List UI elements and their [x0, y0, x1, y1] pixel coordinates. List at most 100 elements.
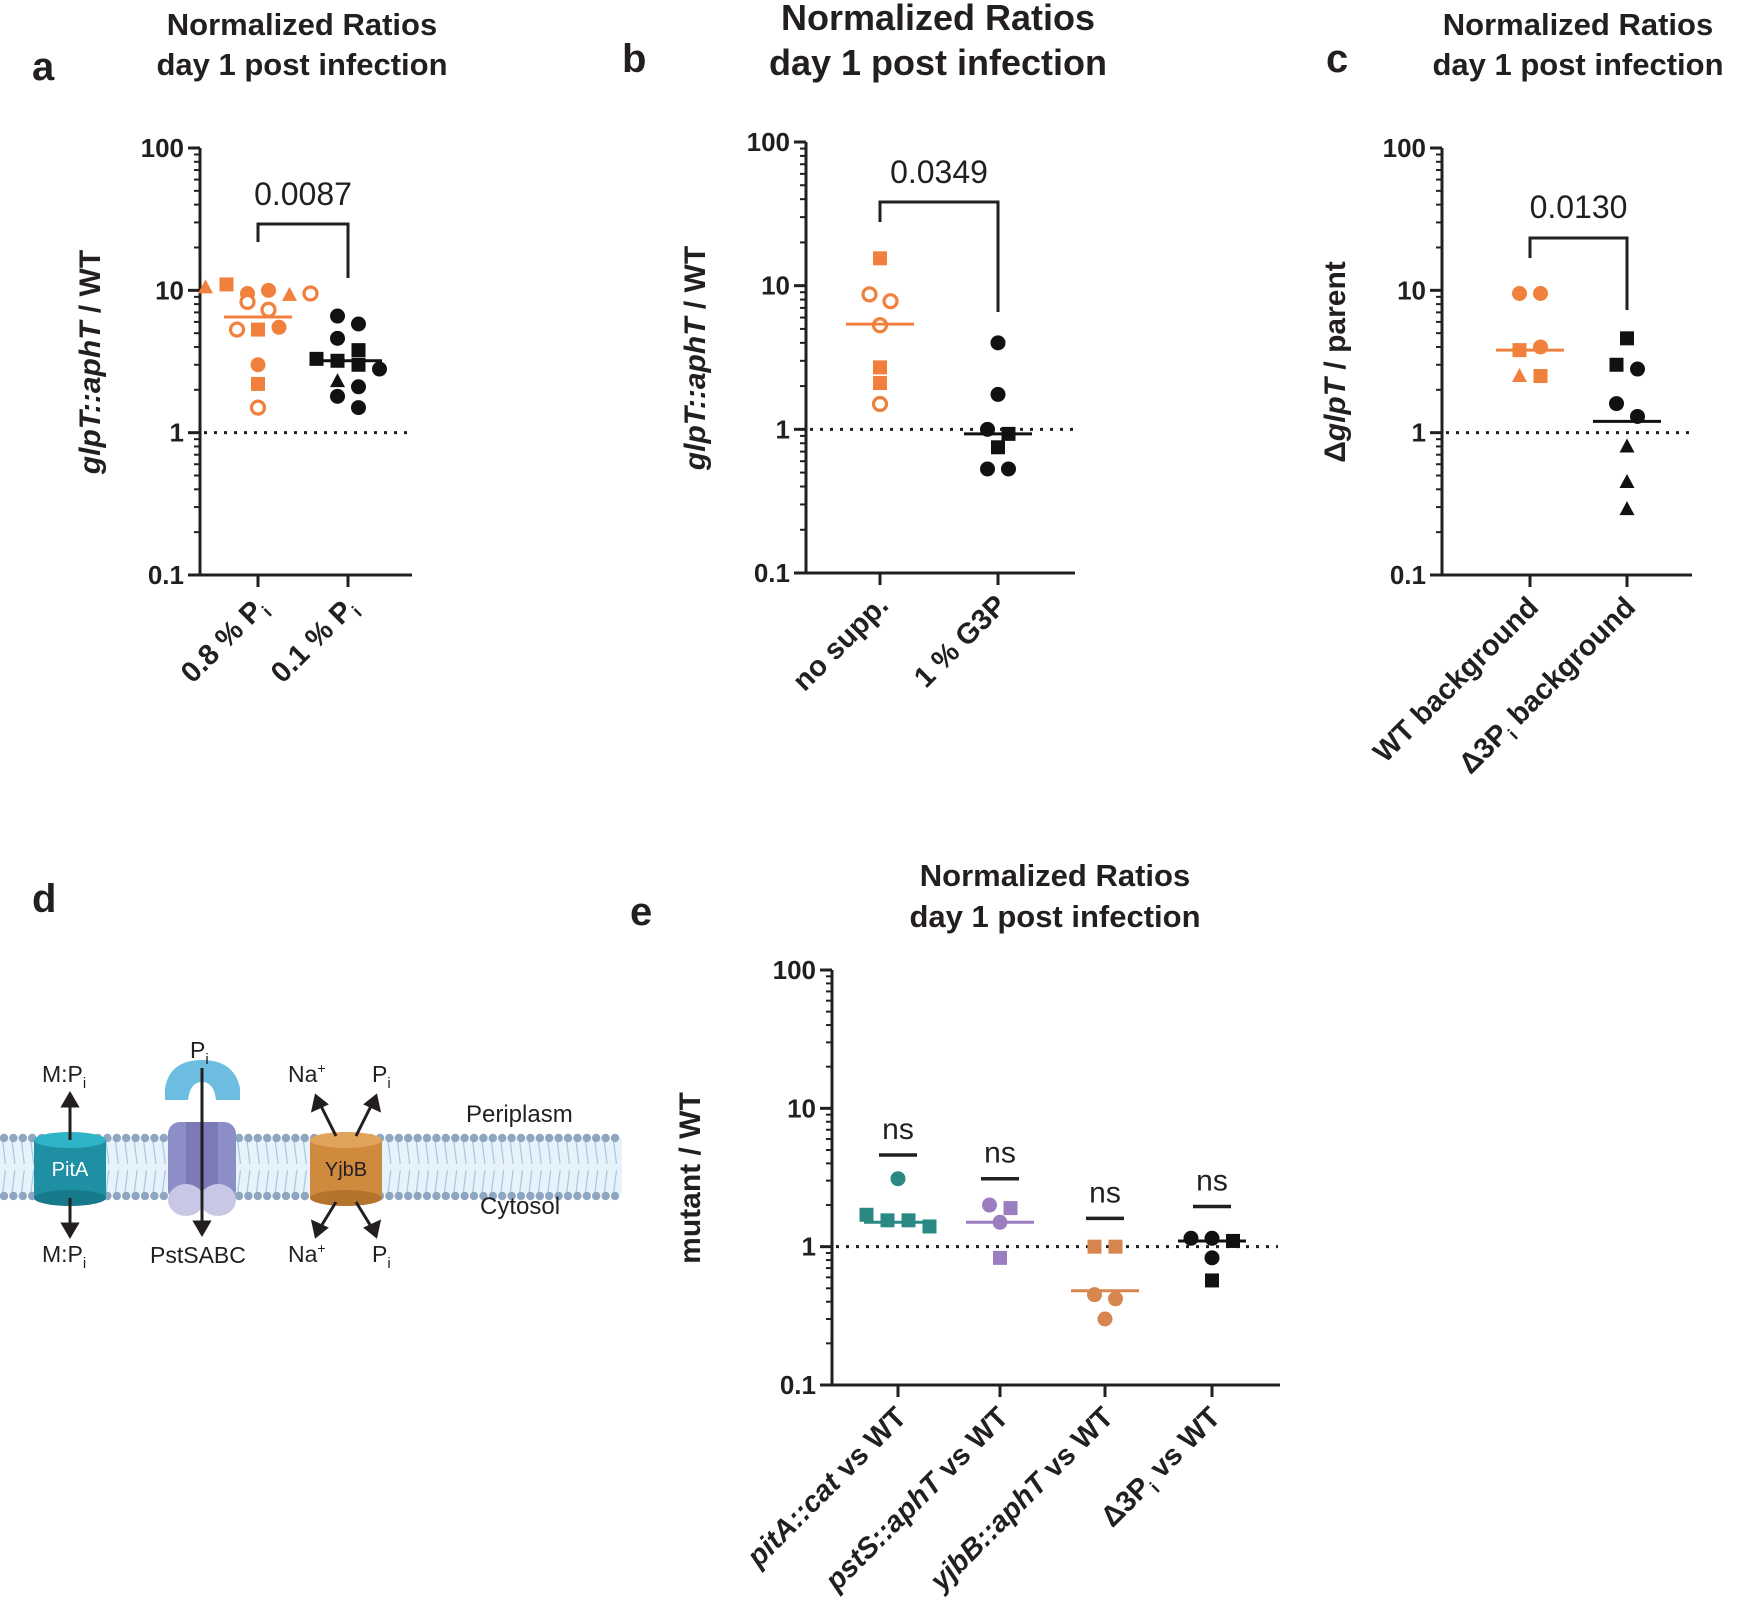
- lipid-tail: [443, 1169, 448, 1195]
- lipid-tail: [509, 1169, 514, 1195]
- lipid-tail: [453, 1169, 458, 1195]
- lipid-tail: [528, 1139, 533, 1165]
- lipid-head: [451, 1191, 460, 1201]
- lipid-tail: [133, 1169, 138, 1195]
- lipid-tail: [490, 1169, 495, 1195]
- lipid-tail: [161, 1169, 166, 1195]
- lipid-head: [140, 1191, 150, 1201]
- lipid-tail: [481, 1139, 486, 1165]
- lipid-tail: [274, 1169, 279, 1195]
- lipid-head: [291, 1133, 300, 1143]
- lipid-head: [263, 1191, 272, 1201]
- chart-e-point: [982, 1197, 997, 1213]
- lipid-tail: [471, 1169, 477, 1195]
- lipid-head: [526, 1191, 535, 1201]
- lipid-head: [150, 1133, 159, 1143]
- lipid-head: [122, 1191, 131, 1201]
- lipid-head: [563, 1133, 573, 1143]
- chart-c-y-tick-label: 1: [1412, 418, 1426, 448]
- chart-a-point: [251, 376, 265, 391]
- chart-a-point: [198, 279, 213, 294]
- lipid-tail: [575, 1169, 580, 1195]
- chart-a-point: [249, 399, 267, 416]
- lipid-tail: [30, 1169, 35, 1195]
- lipid-head: [469, 1191, 479, 1201]
- chart-c-point: [1533, 369, 1548, 384]
- lipid-tail: [161, 1139, 166, 1165]
- chart-b-y-axis-label: glpT::aphT / WT: [679, 246, 712, 471]
- chart-a-title-line: day 1 post infection: [156, 47, 447, 82]
- chart-a-point: [351, 400, 366, 416]
- chart-a-point: [302, 285, 319, 302]
- lipid-head: [18, 1133, 27, 1143]
- lipid-head: [432, 1133, 441, 1143]
- chart-e-title-line: Normalized Ratios: [920, 858, 1190, 893]
- lipid-tail: [1, 1169, 7, 1195]
- chart-a-y-tick-label: 10: [155, 275, 184, 305]
- lipid-tail: [133, 1139, 138, 1165]
- chart-a-y-axis-label: glpT::aphT / WT: [74, 250, 107, 475]
- lipid-tail: [434, 1139, 439, 1165]
- yjbb-pi-top: Pi: [372, 1061, 391, 1092]
- lipid-head: [610, 1133, 620, 1143]
- yjbb-transporter: YjbB: [310, 1132, 382, 1206]
- lipid-tail: [434, 1169, 439, 1195]
- chart-b-y-tick-label: 1: [776, 414, 790, 444]
- lipid-head: [9, 1133, 18, 1143]
- chart-a-significance-bracket: [256, 222, 350, 278]
- lipid-head: [272, 1133, 281, 1143]
- lipid-tail: [236, 1139, 242, 1165]
- chart-b: Normalized Ratios day 1 post infection 0.1…: [679, 0, 1107, 697]
- lipid-tail: [406, 1139, 411, 1165]
- lipid-tail: [30, 1139, 35, 1165]
- lipid-head: [535, 1133, 544, 1143]
- lipid-head: [526, 1133, 535, 1143]
- pita-bottom-label: M:Pi: [42, 1241, 86, 1272]
- lipid-tail: [396, 1139, 401, 1165]
- lipid-tail: [20, 1139, 25, 1165]
- lipid-head: [535, 1191, 544, 1201]
- lipid-head: [545, 1191, 554, 1201]
- lipid-head: [159, 1191, 168, 1201]
- lipid-head: [234, 1133, 244, 1143]
- pita-arrows: [60, 1091, 80, 1239]
- pstsabc-arrow: [192, 1068, 212, 1237]
- lipid-head: [488, 1191, 497, 1201]
- chart-c-title-line: Normalized Ratios: [1443, 7, 1713, 42]
- lipid-head: [234, 1191, 244, 1201]
- lipid-head: [422, 1133, 432, 1143]
- lipid-head: [140, 1133, 150, 1143]
- yjbb-na-top: Na+: [288, 1060, 326, 1087]
- lipid-tail: [387, 1169, 392, 1195]
- lipid-head: [563, 1191, 573, 1201]
- lipid-tail: [152, 1169, 157, 1195]
- lipid-head: [394, 1133, 403, 1143]
- chart-a-point: [219, 277, 234, 292]
- lipid-head: [404, 1191, 413, 1201]
- chart-a-y-tick-label: 0.1: [148, 560, 184, 590]
- lipid-head: [488, 1133, 497, 1143]
- lipid-head: [432, 1191, 441, 1201]
- lipid-tail: [236, 1169, 242, 1195]
- lipid-tail: [509, 1139, 514, 1165]
- lipid-tail: [603, 1169, 608, 1195]
- chart-a-point: [260, 301, 277, 318]
- chart-a-point: [250, 357, 266, 373]
- lipid-head: [545, 1133, 554, 1143]
- lipid-tail: [443, 1139, 448, 1165]
- lipid-tail: [246, 1169, 251, 1195]
- lipid-tail: [537, 1169, 542, 1195]
- lipid-head: [131, 1191, 140, 1201]
- panel-label-e: e: [630, 890, 652, 934]
- lipid-tail: [396, 1169, 401, 1195]
- chart-b-title-line: Normalized Ratios: [781, 0, 1095, 38]
- lipid-tail: [565, 1169, 571, 1195]
- lipid-head: [592, 1191, 601, 1201]
- periplasm-label: Periplasm: [466, 1101, 573, 1128]
- chart-b-category-label: 1 % G3P: [908, 589, 1013, 694]
- lipid-head: [507, 1133, 516, 1143]
- lipid-head: [610, 1191, 620, 1201]
- chart-b-y-tick-label: 0.1: [754, 558, 790, 588]
- chart-c-y-tick-label: 10: [1397, 275, 1426, 305]
